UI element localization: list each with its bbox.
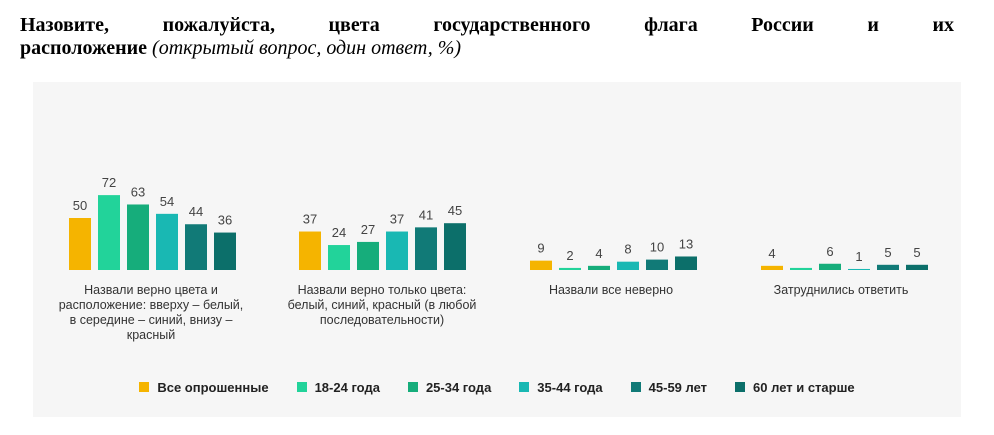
- legend-item: 25-34 года: [407, 379, 492, 395]
- bar-5-3: [646, 259, 668, 270]
- legend-swatch: [139, 382, 150, 392]
- bar-2-4: [790, 267, 812, 270]
- bar-value-label: 54: [160, 194, 174, 209]
- category-label-line: красный: [126, 328, 176, 342]
- bar-value-label: 8: [624, 242, 631, 257]
- chart-legend: Все опрошенные 18-24 года 25-34 года 35-44 …: [33, 372, 961, 402]
- bar-chart: 50 37 9 4 72 24 2 63 27 4 6 54 37 8 1 44 41 10 5 36 45 13 5: [69, 175, 928, 270]
- category-label-line: Назвали верно цвета и: [84, 283, 218, 297]
- category-label-line: последовательности): [319, 313, 445, 327]
- bar-value-label: 50: [73, 198, 87, 213]
- legend-swatch: [735, 382, 746, 392]
- category-label-4: Затруднились ответить: [721, 283, 961, 298]
- bar-value-label: 13: [679, 236, 693, 251]
- bar-value-label: 24: [332, 225, 346, 240]
- legend-item: 60 лет и старше: [735, 380, 855, 395]
- bar-4-3: [617, 261, 639, 270]
- bar-3-2: [357, 241, 379, 270]
- bar-value-label: 36: [218, 213, 232, 228]
- category-label-line: расположение: вверху – белый,: [58, 298, 244, 312]
- bar-6-2: [444, 223, 466, 270]
- bar-1-3: [530, 260, 552, 270]
- bar-2-3: [559, 267, 581, 270]
- legend-label: Все опрошенные: [157, 379, 269, 395]
- category-label-3: Назвали все неверно: [491, 283, 731, 298]
- bar-6-1: [214, 232, 236, 270]
- category-label-line: Назвали все неверно: [548, 283, 674, 297]
- bar-2-2: [328, 245, 350, 270]
- category-label-1: Назвали верно цвета и расположение: вверх…: [31, 283, 271, 343]
- bar-value-label: 5: [913, 245, 920, 260]
- bar-4-4: [848, 268, 870, 270]
- legend-item: Все опрошенные: [139, 379, 269, 395]
- bar-1-1: [69, 218, 91, 270]
- bar-6-4: [906, 264, 928, 270]
- bar-value-label: 72: [102, 175, 116, 190]
- bar-value-label: 44: [189, 204, 203, 219]
- bar-4-1: [156, 213, 178, 270]
- bar-4-2: [386, 231, 408, 270]
- title-italic-part: (открытый вопрос, один ответ, %): [152, 37, 462, 59]
- chart-title: Назовите, пожалуйста, цвета государствен…: [20, 14, 954, 60]
- legend-label: 35-44 года: [537, 379, 603, 395]
- category-label-line: Назвали верно только цвета:: [297, 283, 467, 297]
- legend-label: 18-24 года: [314, 379, 380, 395]
- bar-value-label: 37: [390, 212, 404, 227]
- legend-label: 45-59 лет: [648, 379, 708, 395]
- category-label-line: белый, синий, красный (в любой: [287, 298, 477, 312]
- bar-value-label: 10: [650, 240, 664, 255]
- bar-3-3: [588, 265, 610, 270]
- bar-value-label: 2: [566, 248, 573, 263]
- bar-1-4: [761, 265, 783, 270]
- title-line-2: расположение (открытый вопрос, один отве…: [20, 37, 954, 60]
- bar-value-label: 45: [448, 203, 462, 218]
- title-bold-part: расположение: [20, 37, 148, 59]
- legend-item: 45-59 лет: [630, 379, 708, 395]
- bar-2-1: [98, 195, 120, 270]
- bar-3-4: [819, 263, 841, 270]
- bar-3-1: [127, 204, 149, 270]
- bar-value-label: 27: [361, 222, 375, 237]
- chart-panel: 50 37 9 4 72 24 2 63 27 4 6 54 37 8 1 44 41 10 5 36 45 13 5 На…: [33, 82, 961, 417]
- category-label-line: Затруднились ответить: [773, 283, 909, 297]
- legend-swatch: [519, 382, 530, 392]
- category-label-2: Назвали верно только цвета: белый, синий,…: [262, 283, 502, 328]
- title-line-1: Назовите, пожалуйста, цвета государствен…: [20, 14, 954, 36]
- bar-1-2: [299, 231, 321, 270]
- category-label-line: в середине – синий, внизу –: [69, 313, 233, 327]
- legend-swatch: [407, 382, 418, 392]
- bar-value-label: 63: [131, 184, 145, 199]
- bar-value-label: 5: [884, 245, 891, 260]
- bar-5-4: [877, 264, 899, 270]
- legend-swatch: [296, 382, 307, 392]
- legend-label: 25-34 года: [425, 379, 492, 395]
- bar-6-3: [675, 256, 697, 270]
- bar-value-label: 9: [537, 241, 544, 256]
- bar-5-1: [185, 224, 207, 270]
- bar-value-label: 4: [768, 246, 775, 261]
- bar-value-label: 37: [303, 212, 317, 227]
- legend-item: 18-24 года: [296, 379, 380, 395]
- bar-value-label: 1: [855, 249, 862, 264]
- bar-value-label: 6: [826, 244, 833, 259]
- legend-label: 60 лет и старше: [753, 379, 855, 395]
- legend-item: 35-44 года: [519, 379, 603, 395]
- bar-value-label: 41: [419, 207, 433, 222]
- bar-5-2: [415, 227, 437, 270]
- bar-value-label: 4: [595, 246, 602, 261]
- legend-swatch: [630, 382, 641, 392]
